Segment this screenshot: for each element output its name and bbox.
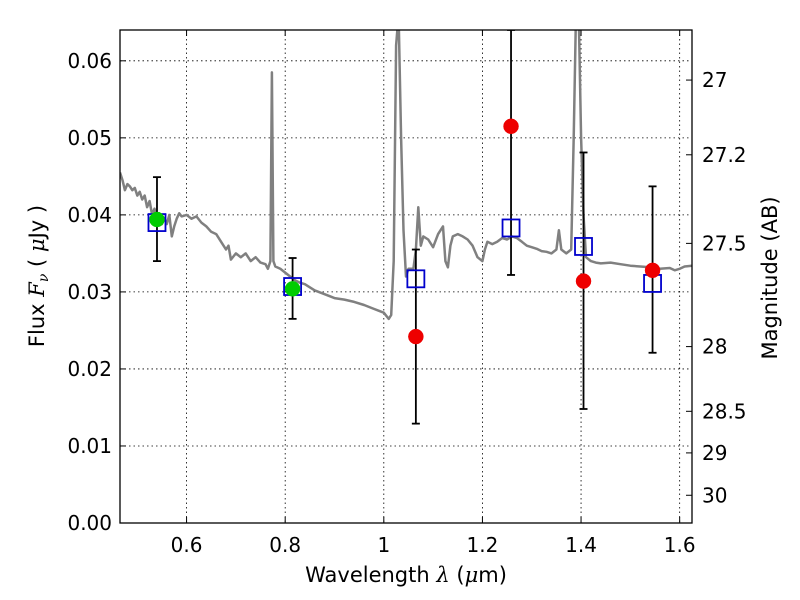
y-tick-label: 0.00: [67, 511, 112, 535]
x-tick-label: 1.2: [467, 533, 499, 557]
series-layer: [120, 30, 692, 321]
model-photometry-square: [574, 237, 593, 256]
y-tick-label: 0.06: [67, 49, 112, 73]
y2-tick-label: 27.5: [702, 231, 747, 255]
y-tick-label: 0.01: [67, 434, 112, 458]
observed-flux-point: [284, 281, 301, 297]
y-tick-label: 0.04: [67, 203, 112, 227]
y2-tick-label: 28: [702, 335, 727, 359]
y2-tick-label: 28.5: [702, 399, 747, 423]
y2-tick-label: 27.2: [702, 143, 747, 167]
plot-frame: [119, 29, 693, 524]
observed-flux-point: [503, 118, 519, 135]
y2-axis-title: Magnitude (AB): [758, 196, 782, 359]
x-tick-label: 1.6: [664, 533, 696, 557]
y2-tick-label: 27: [702, 68, 727, 92]
y-tick-label: 0.02: [67, 357, 112, 381]
observed-flux-point: [149, 211, 165, 228]
x-tick-label: 0.6: [171, 533, 203, 557]
y-axis-title: Flux Fν ( μJy ): [25, 205, 52, 347]
x-tick-label: 1: [377, 533, 390, 557]
x-axis-title: Wavelength λ (μm): [305, 563, 507, 587]
observed-flux-point: [644, 262, 661, 279]
x-tick-label: 0.8: [269, 533, 301, 557]
marker-layer: [147, 118, 662, 345]
ticks: [120, 30, 692, 524]
grid: [120, 30, 692, 524]
y-tick-label: 0.03: [67, 280, 112, 304]
tick-labels: 0.6 0.8 1 1.2 1.4 1.6 0.00 0.01 0.02 0.03 0.04 0.05…: [67, 49, 746, 557]
observed-flux-point: [408, 328, 424, 345]
x-tick-label: 1.4: [565, 533, 597, 557]
model-photometry-square: [406, 269, 426, 289]
spectrum-line: [120, 30, 692, 321]
observed-flux-point: [575, 273, 592, 289]
y2-tick-label: 30: [702, 483, 727, 507]
y-tick-label: 0.05: [67, 126, 112, 150]
y2-tick-label: 29: [702, 441, 727, 465]
model-photometry-square: [501, 218, 521, 238]
